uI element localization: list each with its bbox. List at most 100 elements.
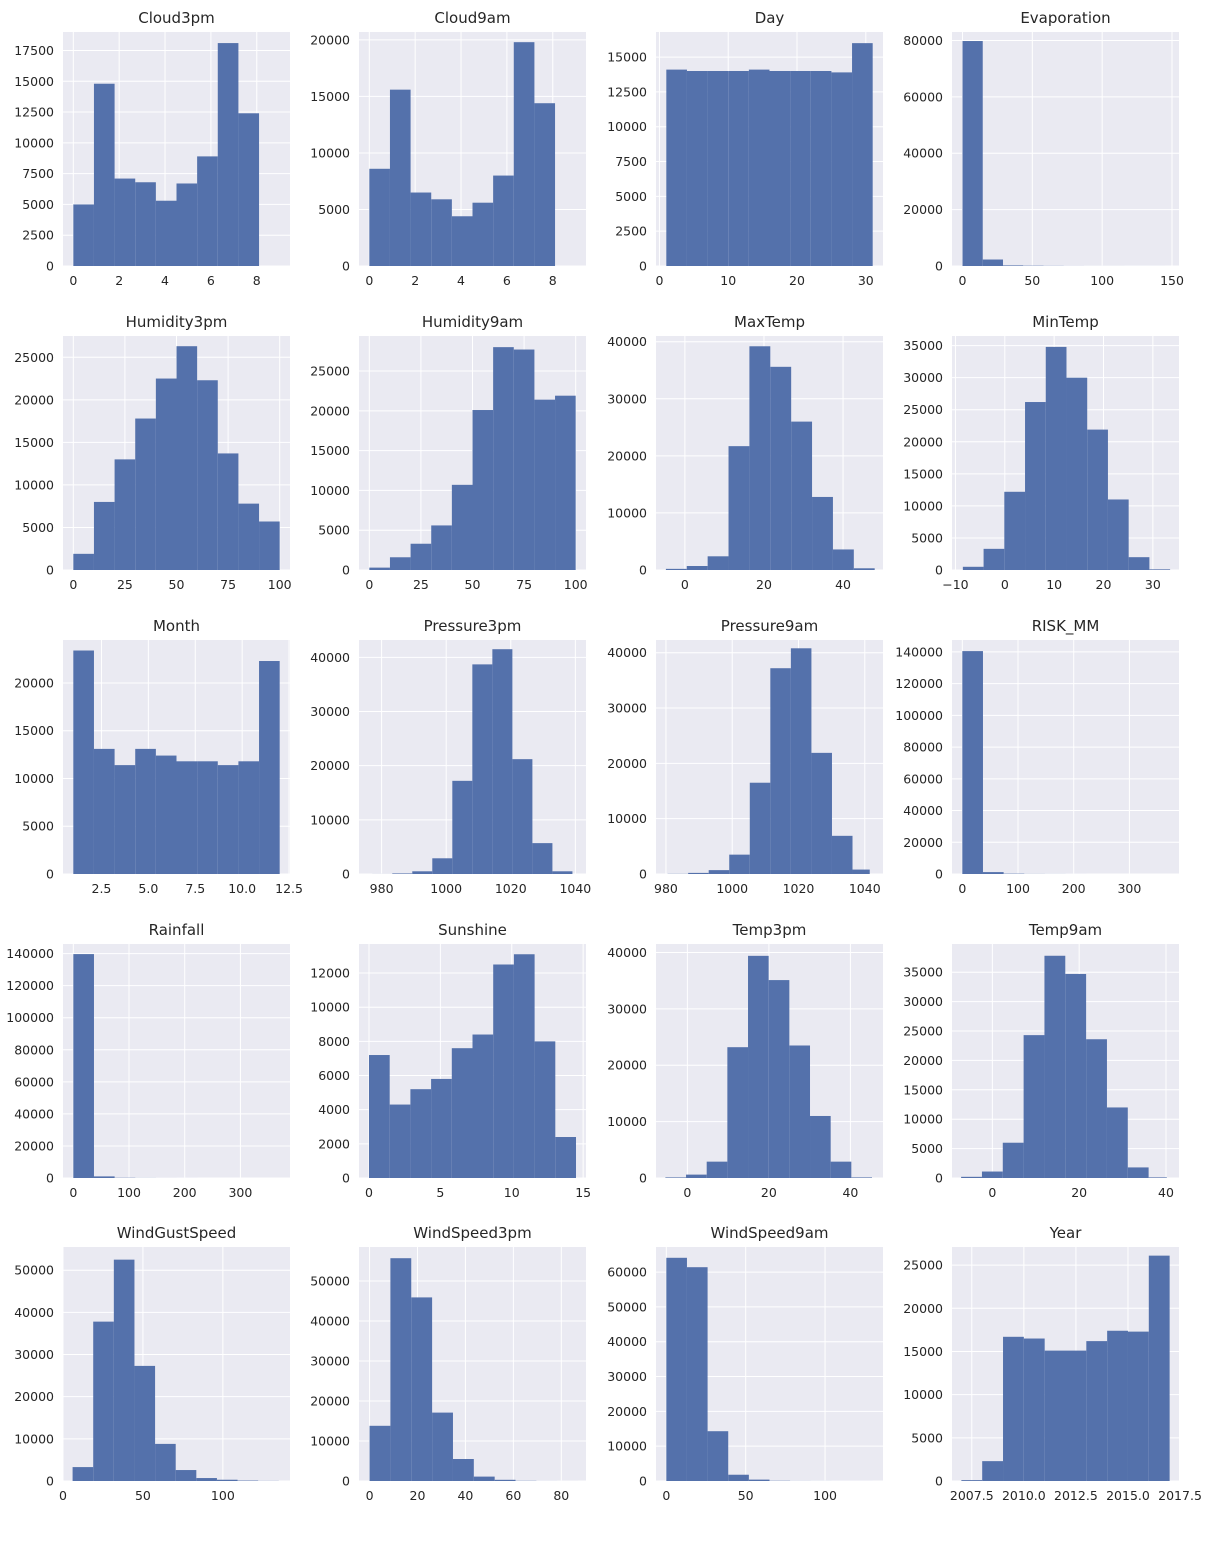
y-tick-label: 10000 [14, 771, 54, 786]
histogram-bar [512, 759, 533, 874]
histogram-bar [532, 843, 553, 874]
y-tick-label: 40000 [607, 334, 647, 349]
x-tick-label: 7.5 [185, 881, 205, 896]
histogram-bar [727, 1047, 749, 1178]
panel-maxtemp: MaxTemp 0 20 40 0 10000 20000 30000 40000 [607, 313, 883, 592]
histogram-bar [789, 1045, 811, 1178]
x-tick-label: 0 [69, 1185, 77, 1200]
panel-title: Evaporation [1020, 9, 1110, 27]
y-tick-label: 20000 [310, 758, 350, 773]
histogram-bar [688, 872, 709, 874]
histogram-bar [472, 410, 494, 570]
y-tick-label: 40000 [310, 650, 350, 665]
x-tick-label: 80 [553, 1488, 569, 1503]
y-tick-label: 20000 [310, 32, 350, 47]
y-tick-label: 120000 [6, 978, 54, 993]
histogram-bar [962, 651, 983, 874]
histogram-bar [410, 1089, 432, 1178]
x-tick-label: 50 [465, 577, 481, 592]
y-tick-label: 10000 [310, 1000, 350, 1015]
y-tick-label: 25000 [903, 1024, 943, 1039]
plot-area [952, 640, 1179, 874]
x-tick-label: 980 [370, 881, 394, 896]
y-tick-label: 60000 [903, 89, 943, 104]
histogram-bar [155, 378, 177, 570]
histogram-bar [155, 1443, 176, 1481]
y-tick-label: 10000 [607, 119, 647, 134]
panel-temp3pm: Temp3pm 0 20 40 0 10000 20000 30000 40000 [607, 921, 883, 1200]
histogram-bar [135, 418, 156, 570]
histogram-bar [1065, 1350, 1087, 1481]
y-tick-label: 140000 [6, 946, 54, 961]
histogram-bar [134, 1365, 156, 1481]
histogram-bar [961, 1480, 983, 1481]
x-tick-label: 0 [958, 881, 966, 896]
y-tick-label: 12500 [607, 84, 647, 99]
y-tick-label: 25000 [903, 402, 943, 417]
histogram-bar [197, 156, 218, 266]
histogram-bar [93, 1176, 115, 1178]
x-tick-label: 300 [1117, 881, 1141, 896]
y-tick-label: 0 [342, 1474, 350, 1489]
x-tick-label: 75 [220, 577, 236, 592]
y-tick-label: 10000 [903, 498, 943, 513]
x-tick-label: 2017.5 [1158, 1488, 1202, 1503]
histogram-bar [1086, 1039, 1107, 1178]
histogram-bar [389, 89, 411, 266]
y-tick-label: 30000 [310, 1354, 350, 1369]
x-tick-label: −10 [942, 577, 968, 592]
panel-title: Temp9am [1028, 921, 1102, 939]
histogram-bar [1065, 973, 1087, 1178]
histogram-bar [155, 755, 177, 874]
y-tick-label: 5000 [615, 189, 647, 204]
histogram-bar [432, 858, 453, 874]
histogram-bar [770, 366, 792, 570]
x-tick-label: 980 [654, 881, 678, 896]
x-tick-label: 20 [756, 577, 772, 592]
y-tick-label: 50000 [310, 1274, 350, 1289]
plot-area [952, 32, 1179, 266]
y-tick-label: 25000 [310, 364, 350, 379]
y-tick-label: 12000 [310, 966, 350, 981]
y-tick-label: 10000 [14, 1431, 54, 1446]
x-tick-label: 0 [365, 1185, 373, 1200]
panel-windspeed3pm: WindSpeed3pm 0 20 40 60 80 0 10000 20000 30000 400… [310, 1224, 586, 1503]
histogram-bar [982, 872, 1004, 874]
histogram-bar [748, 69, 770, 266]
y-tick-label: 10000 [607, 1439, 647, 1454]
x-tick-label: 0 [365, 577, 373, 592]
y-tick-label: 25000 [14, 350, 54, 365]
histogram-bar [749, 782, 771, 874]
y-tick-label: 20000 [607, 448, 647, 463]
x-tick-label: 1020 [495, 881, 527, 896]
y-tick-label: 30000 [607, 1369, 647, 1384]
histogram-bar [552, 871, 573, 874]
x-tick-label: 2015.0 [1106, 1488, 1150, 1503]
panel-mintemp: MinTemp−10 0 10 20 3005000100001500020000250… [903, 313, 1179, 592]
plot-area [63, 944, 290, 1178]
histogram-bar [494, 1479, 516, 1481]
histogram-bar [1045, 346, 1067, 570]
x-tick-label: 25 [413, 577, 429, 592]
x-tick-label: 100 [117, 1185, 141, 1200]
histogram-bar [176, 761, 198, 874]
histogram-bar [1149, 569, 1171, 570]
x-tick-label: 75 [516, 577, 532, 592]
y-tick-label: 10000 [310, 812, 350, 827]
histogram-bar [665, 1177, 687, 1178]
x-tick-label: 5 [436, 1185, 444, 1200]
histogram-bar [472, 664, 493, 874]
y-tick-label: 15000 [903, 1344, 943, 1359]
y-tick-label: 0 [342, 867, 350, 882]
histogram-bar [473, 1476, 495, 1481]
histogram-bar [390, 1258, 412, 1481]
panel-rainfall: Rainfall 0 100 200 300 0 20000 40000 60000 80000 1… [6, 921, 290, 1200]
y-tick-label: 40000 [607, 945, 647, 960]
y-tick-label: 5000 [911, 530, 943, 545]
histogram-bar [811, 752, 832, 874]
x-tick-label: 2010.0 [1002, 1488, 1046, 1503]
histogram-bar [812, 496, 833, 570]
x-tick-label: 40 [835, 577, 851, 592]
histogram-bar [155, 200, 177, 266]
panel-title: Rainfall [149, 921, 205, 939]
